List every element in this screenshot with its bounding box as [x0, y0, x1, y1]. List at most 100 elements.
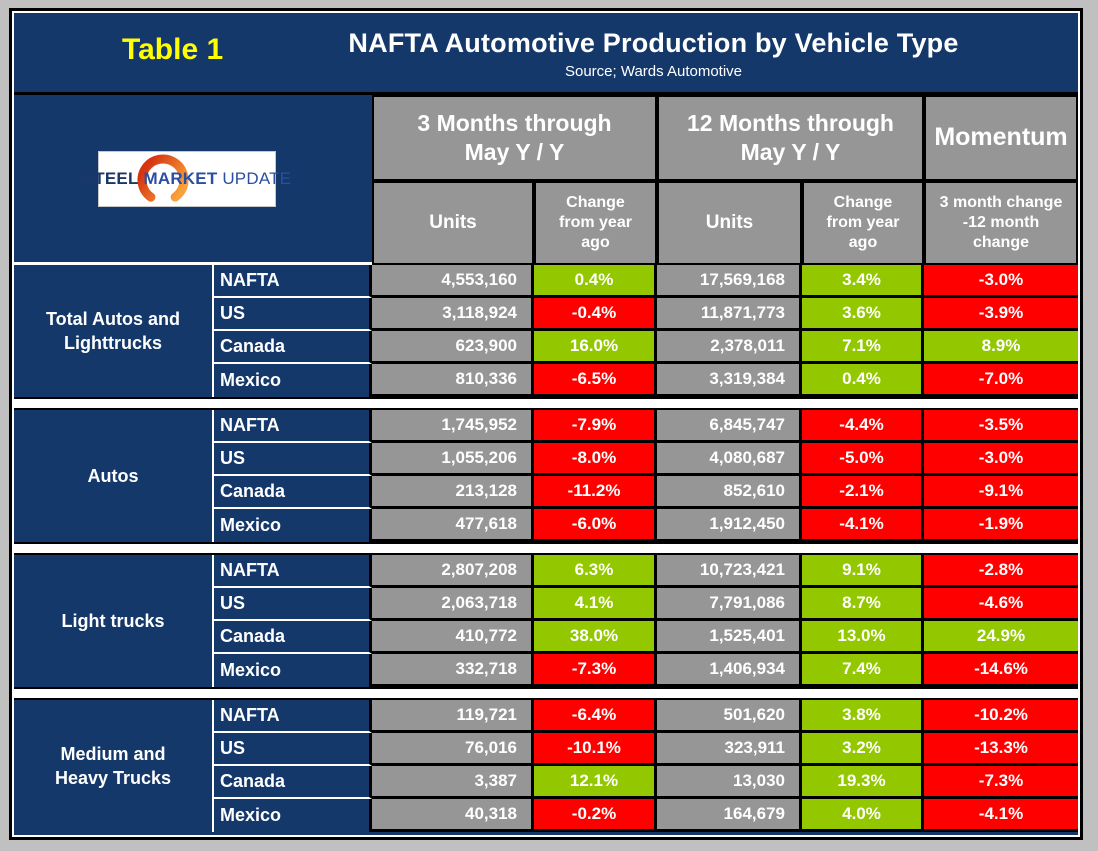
momentum-cell: -14.6% — [924, 654, 1078, 687]
units-12mo-cell: 17,569,168 — [657, 265, 802, 298]
momentum-cell: -13.3% — [924, 733, 1078, 766]
units-12mo-header: Units — [657, 181, 802, 265]
units-12mo-cell: 4,080,687 — [657, 443, 802, 476]
units-12mo-cell: 1,525,401 — [657, 621, 802, 654]
change-12mo-cell: 3.2% — [802, 733, 924, 766]
units-3mo-cell: 810,336 — [372, 364, 534, 397]
units-12mo-cell: 10,723,421 — [657, 555, 802, 588]
units-12mo-cell: 11,871,773 — [657, 298, 802, 331]
change-12mo-header: Change from year ago — [802, 181, 924, 265]
region-label: Mexico — [214, 799, 372, 832]
change-12mo-cell: 7.1% — [802, 331, 924, 364]
region-label: US — [214, 443, 372, 476]
change-12mo-cell: 3.4% — [802, 265, 924, 298]
vehicle-type-label: Autos — [14, 410, 214, 542]
units-12mo-cell: 164,679 — [657, 799, 802, 832]
change-3mo-cell: -7.3% — [534, 654, 657, 687]
momentum-cell: 8.9% — [924, 331, 1078, 364]
change-3mo-cell: -11.2% — [534, 476, 657, 509]
smu-logo-text: STEEL MARKET UPDATE — [83, 169, 291, 189]
block-gap — [14, 397, 1078, 410]
vehicle-type-label: Light trucks — [14, 555, 214, 687]
units-12mo-cell: 323,911 — [657, 733, 802, 766]
vehicle-type-label: Total Autos and Lighttrucks — [14, 265, 214, 397]
region-label: Mexico — [214, 509, 372, 542]
change-3mo-cell: 4.1% — [534, 588, 657, 621]
change-3mo-cell: 38.0% — [534, 621, 657, 654]
momentum-cell: 24.9% — [924, 621, 1078, 654]
region-label: NAFTA — [214, 700, 372, 733]
momentum-cell: -10.2% — [924, 700, 1078, 733]
momentum-cell: -4.1% — [924, 799, 1078, 832]
table-frame: Table 1 NAFTA Automotive Production by V… — [9, 8, 1083, 840]
units-3mo-cell: 1,055,206 — [372, 443, 534, 476]
change-3mo-cell: -6.5% — [534, 364, 657, 397]
page-title: NAFTA Automotive Production by Vehicle T… — [348, 28, 959, 58]
change-12mo-cell: 3.8% — [802, 700, 924, 733]
units-12mo-cell: 852,610 — [657, 476, 802, 509]
units-3mo-cell: 40,318 — [372, 799, 534, 832]
col-group-3mo-header: 3 Months through May Y / Y — [372, 95, 657, 181]
units-12mo-cell: 3,319,384 — [657, 364, 802, 397]
logo-cell: STEEL MARKET UPDATE — [14, 95, 372, 265]
momentum-cell: -3.5% — [924, 410, 1078, 443]
region-label: NAFTA — [214, 265, 372, 298]
momentum-cell: -3.0% — [924, 265, 1078, 298]
change-12mo-cell: -4.4% — [802, 410, 924, 443]
units-3mo-cell: 76,016 — [372, 733, 534, 766]
change-12mo-cell: 0.4% — [802, 364, 924, 397]
region-label: Mexico — [214, 654, 372, 687]
logo-update-text: UPDATE — [217, 168, 292, 188]
change-3mo-cell: 12.1% — [534, 766, 657, 799]
units-12mo-cell: 501,620 — [657, 700, 802, 733]
change-3mo-cell: -0.2% — [534, 799, 657, 832]
region-label: Canada — [214, 766, 372, 799]
vehicle-type-block-light-trucks: Light trucks NAFTA 2,807,208 6.3% 10,723… — [14, 555, 1078, 687]
units-12mo-cell: 6,845,747 — [657, 410, 802, 443]
units-3mo-cell: 3,387 — [372, 766, 534, 799]
units-3mo-cell: 623,900 — [372, 331, 534, 364]
change-12mo-cell: -2.1% — [802, 476, 924, 509]
change-12mo-cell: 19.3% — [802, 766, 924, 799]
region-label: Canada — [214, 331, 372, 364]
table-inner: Table 1 NAFTA Automotive Production by V… — [14, 13, 1078, 835]
momentum-cell: -7.3% — [924, 766, 1078, 799]
change-12mo-cell: 8.7% — [802, 588, 924, 621]
units-12mo-cell: 7,791,086 — [657, 588, 802, 621]
smu-logo: STEEL MARKET UPDATE — [83, 150, 291, 207]
title-wrap: NAFTA Automotive Production by Vehicle T… — [229, 28, 1078, 80]
change-3mo-cell: -8.0% — [534, 443, 657, 476]
units-12mo-cell: 13,030 — [657, 766, 802, 799]
units-12mo-cell: 1,912,450 — [657, 509, 802, 542]
region-label: NAFTA — [214, 555, 372, 588]
momentum-cell: -3.9% — [924, 298, 1078, 331]
momentum-cell: -1.9% — [924, 509, 1078, 542]
units-3mo-cell: 2,807,208 — [372, 555, 534, 588]
units-3mo-cell: 477,618 — [372, 509, 534, 542]
region-label: NAFTA — [214, 410, 372, 443]
table-label: Table 1 — [122, 33, 224, 66]
momentum-cell: -7.0% — [924, 364, 1078, 397]
units-12mo-cell: 1,406,934 — [657, 654, 802, 687]
momentum-cell: -9.1% — [924, 476, 1078, 509]
change-12mo-cell: 7.4% — [802, 654, 924, 687]
change-3mo-cell: -7.9% — [534, 410, 657, 443]
units-3mo-cell: 119,721 — [372, 700, 534, 733]
change-12mo-cell: 4.0% — [802, 799, 924, 832]
units-3mo-cell: 410,772 — [372, 621, 534, 654]
smu-logo-swoosh-icon — [137, 154, 189, 205]
units-3mo-cell: 3,118,924 — [372, 298, 534, 331]
units-3mo-cell: 2,063,718 — [372, 588, 534, 621]
momentum-cell: -3.0% — [924, 443, 1078, 476]
units-3mo-header: Units — [372, 181, 534, 265]
change-3mo-cell: -6.4% — [534, 700, 657, 733]
logo-steel-text: STEEL — [82, 168, 139, 188]
block-gap — [14, 542, 1078, 555]
units-3mo-cell: 213,128 — [372, 476, 534, 509]
change-3mo-cell: 16.0% — [534, 331, 657, 364]
change-3mo-cell: -6.0% — [534, 509, 657, 542]
region-label: US — [214, 588, 372, 621]
region-label: Canada — [214, 621, 372, 654]
column-header-grid: STEEL MARKET UPDATE 3 Months through May… — [14, 95, 1078, 265]
momentum-detail-header: 3 month change -12 month change — [924, 181, 1078, 265]
